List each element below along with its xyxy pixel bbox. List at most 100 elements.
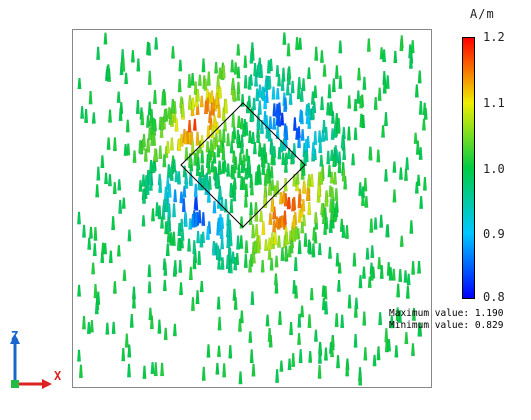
field-arrow: [323, 222, 328, 236]
field-arrow: [100, 155, 105, 169]
field-arrow: [220, 257, 225, 270]
colorbar-tick-1-2: 1.2: [483, 30, 505, 44]
field-arrow: [337, 262, 342, 274]
field-arrow: [323, 347, 328, 361]
field-arrow: [379, 47, 384, 60]
field-arrow: [165, 141, 170, 154]
field-arrow: [195, 131, 200, 146]
field-arrow: [422, 102, 427, 116]
field-arrow: [308, 350, 313, 363]
field-arrow: [197, 250, 202, 266]
field-arrow: [187, 73, 192, 88]
field-arrow: [150, 361, 155, 375]
field-arrow: [369, 267, 374, 281]
field-arrow: [333, 171, 338, 185]
field-arrow: [353, 98, 358, 112]
field-arrow: [167, 203, 172, 218]
field-arrow: [194, 212, 199, 227]
field-arrow: [218, 86, 223, 99]
field-arrow: [196, 230, 201, 244]
field-arrow: [347, 294, 352, 309]
field-arrow: [382, 79, 387, 94]
field-arrow: [147, 264, 152, 278]
field-arrow: [288, 93, 293, 105]
field-arrow: [140, 111, 145, 126]
field-arrow: [271, 86, 276, 100]
field-arrow: [417, 322, 422, 337]
field-arrow: [147, 127, 152, 141]
field-arrow: [204, 174, 209, 189]
field-arrow: [212, 200, 217, 214]
field-arrow: [174, 170, 179, 183]
field-arrow: [144, 175, 149, 187]
field-arrow: [193, 183, 198, 198]
field-arrow: [291, 352, 296, 367]
field-arrow: [177, 171, 182, 185]
field-arrow: [280, 215, 285, 228]
field-arrow: [200, 150, 205, 164]
field-arrow: [310, 106, 315, 119]
field-arrow: [383, 169, 389, 182]
field-arrow: [268, 116, 273, 130]
field-arrow: [260, 259, 265, 273]
field-arrow: [359, 95, 364, 109]
field-arrow: [228, 233, 233, 247]
field-arrow: [405, 285, 410, 299]
field-arrow: [131, 294, 136, 309]
field-arrow: [91, 262, 96, 275]
field-arrow: [272, 117, 277, 130]
field-arrow: [216, 75, 221, 90]
field-arrow: [403, 168, 408, 181]
field-arrow: [251, 252, 256, 264]
field-arrow: [130, 50, 135, 63]
field-arrow: [77, 349, 82, 362]
field-arrow: [91, 112, 96, 124]
field-arrow: [403, 270, 408, 283]
field-arrow: [387, 338, 392, 352]
field-arrow: [284, 125, 289, 141]
field-arrow: [327, 84, 332, 99]
field-arrow: [330, 187, 335, 199]
field-arrow: [243, 253, 248, 268]
field-arrow: [122, 269, 127, 282]
field-arrow: [212, 137, 217, 150]
field-arrow: [124, 72, 129, 85]
field-arrow: [172, 323, 177, 337]
field-arrow: [328, 220, 333, 234]
field-arrow: [111, 215, 116, 231]
field-arrow: [192, 240, 197, 255]
field-arrow: [300, 221, 305, 234]
field-arrow: [389, 314, 394, 329]
field-arrow: [297, 76, 302, 90]
field-arrow: [106, 137, 111, 150]
field-arrow: [256, 62, 262, 74]
field-arrow: [160, 362, 165, 377]
field-arrow: [287, 147, 292, 160]
field-arrow: [385, 75, 390, 89]
field-arrow: [364, 195, 369, 208]
field-arrow: [384, 328, 389, 343]
field-arrow: [377, 257, 382, 270]
field-arrow: [372, 354, 377, 367]
field-arrow: [80, 106, 85, 119]
field-arrow: [224, 99, 229, 114]
field-arrow: [246, 101, 251, 114]
field-arrow: [230, 131, 235, 144]
field-arrow: [244, 121, 249, 136]
field-arrow: [284, 152, 289, 165]
field-arrow: [94, 302, 99, 315]
field-arrow: [161, 205, 166, 220]
field-arrow: [267, 237, 272, 250]
field-arrow: [171, 231, 176, 246]
field-arrow: [298, 109, 303, 123]
field-arrow: [88, 90, 93, 105]
field-arrow: [187, 97, 192, 111]
field-arrow: [322, 119, 327, 133]
field-arrow: [243, 195, 248, 208]
field-arrow: [296, 126, 301, 139]
field-arrow: [257, 172, 263, 185]
field-arrow: [183, 213, 188, 228]
field-arrow: [257, 142, 262, 156]
field-arrow: [238, 371, 243, 385]
min-value: 0.829: [474, 320, 504, 331]
